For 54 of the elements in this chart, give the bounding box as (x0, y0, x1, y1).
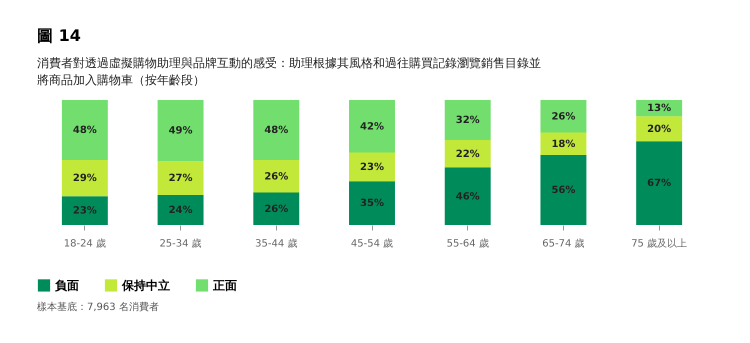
data-label: 42% (360, 121, 384, 132)
chart-title: 圖 14 (37, 26, 81, 45)
x-tick-label: 18-24 歲 (64, 238, 106, 250)
bar (253, 192, 300, 225)
text: 樣本基底：7,963 名消費者 (37, 301, 159, 313)
x-tick-label: 25-34 歲 (159, 238, 202, 250)
bar (636, 116, 682, 142)
data-label: 26% (264, 204, 288, 215)
data-label: 48% (264, 125, 288, 136)
bar (349, 100, 395, 152)
bar (444, 100, 491, 140)
data-label: 24% (168, 205, 193, 216)
x-tick-label: 55-64 歲 (446, 238, 489, 250)
data-label: 26% (551, 111, 576, 122)
data-label: 32% (456, 115, 480, 126)
data-label: 13% (647, 103, 672, 114)
bar (636, 141, 682, 225)
x-tick-label: 65-74 歲 (542, 238, 585, 250)
x-tick-label: 45-54 歲 (350, 238, 394, 250)
bar (62, 160, 108, 196)
bar (158, 100, 204, 162)
legend-label: 保持中立 (121, 278, 170, 292)
bar (349, 152, 395, 182)
data-label: 22% (456, 148, 480, 160)
data-label: 23% (72, 206, 97, 217)
data-label: 46% (456, 191, 480, 202)
bar (62, 100, 108, 160)
bar (253, 160, 300, 192)
data-label: 20% (647, 124, 672, 135)
data-label: 56% (551, 185, 576, 196)
data-label: 26% (264, 171, 288, 182)
data-label: 35% (360, 198, 384, 210)
bar (540, 155, 586, 225)
x-tick-label: 75 歲及以上 (631, 238, 688, 250)
bar (158, 161, 204, 195)
bar (349, 181, 395, 225)
data-label: 29% (72, 173, 97, 184)
bar (253, 100, 300, 160)
data-label: 18% (551, 138, 576, 150)
bar (540, 132, 586, 155)
bar (444, 168, 491, 225)
data-label: 23% (360, 162, 384, 173)
x-tick-label: 35-44 歲 (255, 238, 298, 250)
data-label: 48% (72, 125, 97, 136)
legend-label: 負面 (55, 278, 79, 292)
data-label: 49% (168, 126, 193, 137)
chart-subtitle: 消費者對透過虛擬購物助理與品牌互動的感受：助理根據其風格和過往購買記錄瀏覽銷售目錄並將商品加入購物車（按年齡段） (37, 56, 541, 87)
data-label: 67% (647, 178, 672, 190)
legend-label: 正面 (212, 278, 237, 292)
bar (158, 195, 204, 225)
bar (444, 140, 491, 168)
bar (62, 196, 108, 225)
bar (540, 100, 586, 132)
data-label: 27% (168, 173, 193, 184)
